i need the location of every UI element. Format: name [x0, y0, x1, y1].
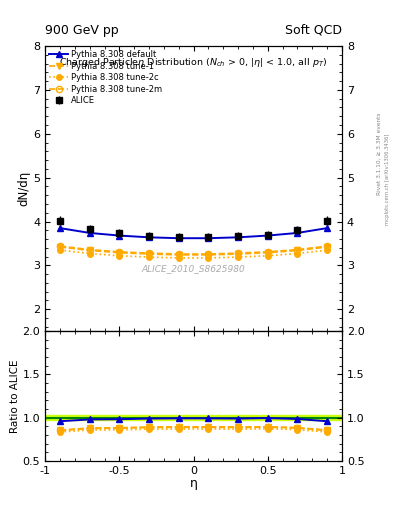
Pythia 8.308 tune-2m	[117, 249, 122, 255]
Line: Pythia 8.308 tune-1: Pythia 8.308 tune-1	[57, 244, 330, 258]
Line: Pythia 8.308 default: Pythia 8.308 default	[57, 225, 330, 241]
Pythia 8.308 tune-1	[295, 247, 300, 253]
Pythia 8.308 tune-2m	[206, 251, 211, 257]
Pythia 8.308 tune-2c	[325, 247, 329, 253]
Pythia 8.308 tune-2m	[176, 251, 181, 257]
Pythia 8.308 tune-2m	[147, 250, 151, 256]
Pythia 8.308 tune-2m	[265, 249, 270, 255]
Pythia 8.308 tune-1	[117, 250, 122, 256]
Pythia 8.308 default	[117, 232, 122, 239]
Pythia 8.308 tune-2m	[236, 250, 241, 256]
Pythia 8.308 tune-1	[176, 252, 181, 258]
Y-axis label: Ratio to ALICE: Ratio to ALICE	[10, 359, 20, 433]
Pythia 8.308 default	[176, 235, 181, 241]
Pythia 8.308 tune-1	[147, 251, 151, 257]
Pythia 8.308 default	[87, 230, 92, 236]
Pythia 8.308 default	[147, 234, 151, 241]
Pythia 8.308 tune-2m	[87, 247, 92, 253]
Text: ALICE_2010_S8625980: ALICE_2010_S8625980	[142, 264, 245, 273]
X-axis label: η: η	[189, 477, 198, 490]
Pythia 8.308 tune-2m	[325, 243, 329, 249]
Pythia 8.308 tune-1	[87, 247, 92, 253]
Pythia 8.308 default	[58, 225, 62, 231]
Line: Pythia 8.308 tune-2m: Pythia 8.308 tune-2m	[57, 243, 330, 257]
Pythia 8.308 tune-1	[325, 244, 329, 250]
Pythia 8.308 tune-2c	[236, 254, 241, 260]
Pythia 8.308 tune-2m	[58, 243, 62, 249]
Legend: Pythia 8.308 default, Pythia 8.308 tune-1, Pythia 8.308 tune-2c, Pythia 8.308 tu: Pythia 8.308 default, Pythia 8.308 tune-…	[48, 49, 164, 107]
Pythia 8.308 tune-2c	[87, 250, 92, 257]
Pythia 8.308 tune-1	[206, 252, 211, 258]
Pythia 8.308 tune-2c	[295, 250, 300, 257]
Pythia 8.308 tune-1	[58, 244, 62, 250]
Text: 900 GeV pp: 900 GeV pp	[45, 24, 119, 37]
Pythia 8.308 default	[236, 234, 241, 241]
Pythia 8.308 tune-2c	[206, 255, 211, 261]
Pythia 8.308 tune-2c	[265, 253, 270, 259]
Y-axis label: dN/dη: dN/dη	[17, 171, 30, 206]
Text: Rivet 3.1.10, ≥ 3.3M events: Rivet 3.1.10, ≥ 3.3M events	[377, 112, 382, 195]
Pythia 8.308 default	[265, 232, 270, 239]
Pythia 8.308 default	[295, 230, 300, 236]
Pythia 8.308 tune-2c	[117, 253, 122, 259]
Text: mcplots.cern.ch [arXiv:1306.3436]: mcplots.cern.ch [arXiv:1306.3436]	[385, 134, 389, 225]
Pythia 8.308 default	[325, 225, 329, 231]
Bar	[45, 415, 342, 420]
Text: Soft QCD: Soft QCD	[285, 24, 342, 37]
Pythia 8.308 tune-2c	[147, 254, 151, 260]
Line: Pythia 8.308 tune-2c: Pythia 8.308 tune-2c	[57, 247, 330, 261]
Pythia 8.308 default	[206, 235, 211, 241]
Pythia 8.308 tune-2c	[58, 247, 62, 253]
Pythia 8.308 tune-2c	[176, 255, 181, 261]
Text: Charged Particle$\eta$ Distribution ($N_{ch}$ > 0, |$\eta$| < 1.0, all $p_T$): Charged Particle$\eta$ Distribution ($N_…	[59, 56, 328, 69]
Pythia 8.308 tune-2m	[295, 247, 300, 253]
Pythia 8.308 tune-1	[265, 250, 270, 256]
Pythia 8.308 tune-1	[236, 251, 241, 257]
